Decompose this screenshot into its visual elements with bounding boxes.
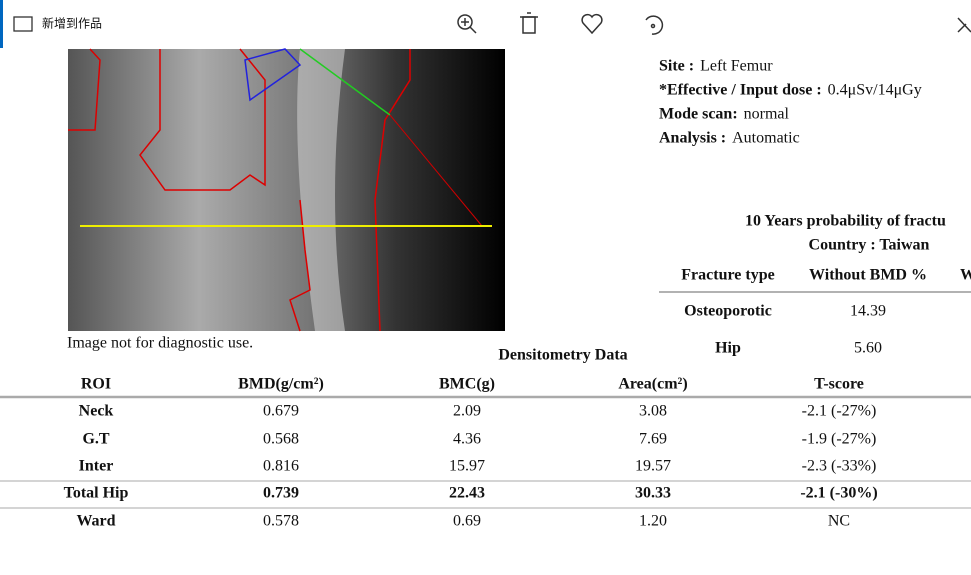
density-cell: 0.578 xyxy=(263,513,299,530)
density-cell: 30.33 xyxy=(635,485,671,502)
density-cell: 0.568 xyxy=(263,431,299,448)
zoom-button[interactable] xyxy=(457,14,477,34)
density-cell: 0.739 xyxy=(263,485,299,502)
add-to-album-label: 新增到作品 xyxy=(42,16,102,31)
density-cell: -2.1 (-27%) xyxy=(802,403,877,420)
density-header: BMC(g) xyxy=(439,376,495,393)
density-cell: 0.679 xyxy=(263,403,299,420)
density-cell: Inter xyxy=(79,458,114,475)
rotate-button[interactable] xyxy=(645,15,664,35)
densitometry-title: Densitometry Data xyxy=(498,347,627,364)
edit-button[interactable] xyxy=(957,17,971,33)
image-note: Image not for diagnostic use. xyxy=(67,335,253,352)
density-header: Area(cm²) xyxy=(618,376,687,393)
info-value: normal xyxy=(744,106,790,123)
density-cell: -2.3 (-33%) xyxy=(802,458,877,475)
fracture-cell: Osteoporotic xyxy=(684,303,772,320)
info-label: Analysis : xyxy=(659,130,726,147)
info-value: Left Femur xyxy=(700,58,773,75)
delete-button[interactable] xyxy=(520,12,538,34)
fracture-cell: Hip xyxy=(715,340,741,357)
density-cell: 0.69 xyxy=(453,513,481,530)
density-cell: -1.9 (-27%) xyxy=(802,431,877,448)
info-label: *Effective / Input dose : xyxy=(659,82,822,99)
density-cell: 0.816 xyxy=(263,458,299,475)
density-header: BMD(g/cm²) xyxy=(238,376,324,393)
favorite-button[interactable] xyxy=(581,13,603,35)
fracture-header: Fracture type xyxy=(681,267,774,284)
density-header: T-score xyxy=(814,376,864,393)
density-cell: 19.57 xyxy=(635,458,671,475)
density-header: ROI xyxy=(81,376,111,393)
fracture-cell: 14.39 xyxy=(850,303,886,320)
info-value: Automatic xyxy=(732,130,800,147)
density-cell: G.T xyxy=(82,431,109,448)
density-cell: 15.97 xyxy=(449,458,485,475)
fracture-header: Without BMD % xyxy=(809,267,927,284)
add-to-album-button[interactable]: 新增到作品 xyxy=(13,16,102,32)
density-cell: Neck xyxy=(79,403,114,420)
info-label: Site : xyxy=(659,58,694,75)
density-cell: -2.1 (-30%) xyxy=(800,485,877,502)
density-cell: 22.43 xyxy=(449,485,485,502)
fracture-country: Country : Taiwan xyxy=(809,237,930,254)
info-label: Mode scan: xyxy=(659,106,738,123)
toolbar xyxy=(0,0,971,48)
density-cell: 4.36 xyxy=(453,431,481,448)
fracture-cell: 5.60 xyxy=(854,340,882,357)
xray-image xyxy=(68,48,505,332)
density-cell: 7.69 xyxy=(639,431,667,448)
density-cell: Ward xyxy=(76,513,115,530)
active-indicator xyxy=(0,0,3,48)
density-cell: 3.08 xyxy=(639,403,667,420)
fracture-title: 10 Years probability of fractu xyxy=(745,213,946,230)
density-cell: 1.20 xyxy=(639,513,667,530)
density-cell: Total Hip xyxy=(64,485,129,502)
density-cell: NC xyxy=(828,513,850,530)
density-cell: 2.09 xyxy=(453,403,481,420)
fracture-header: W xyxy=(960,267,971,284)
info-value: 0.4μSv/14μGy xyxy=(828,82,922,99)
